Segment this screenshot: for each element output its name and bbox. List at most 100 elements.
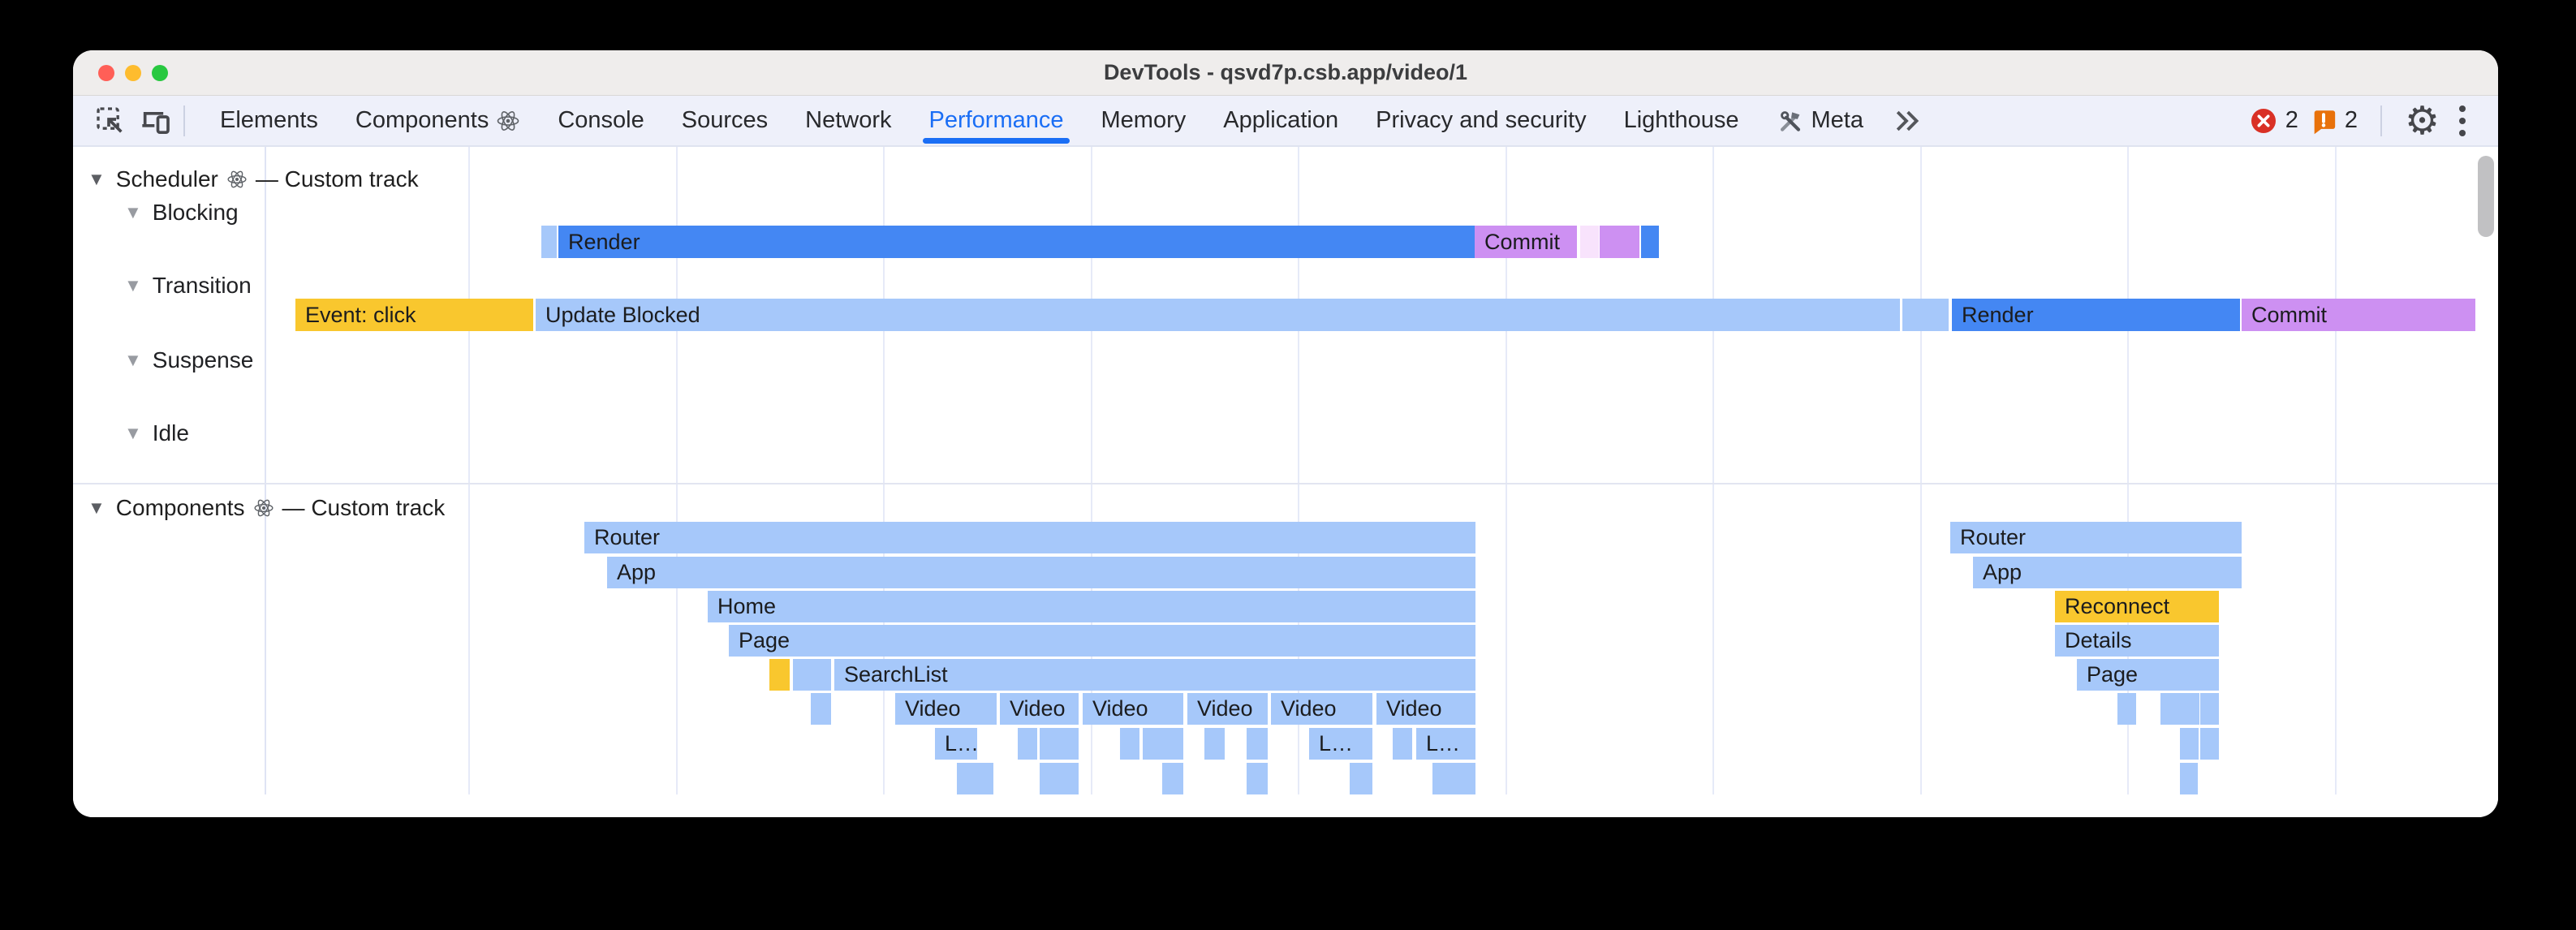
minimize-button[interactable] xyxy=(125,64,141,81)
flame-bar[interactable] xyxy=(957,763,993,794)
more-tabs-button[interactable] xyxy=(1890,105,1923,137)
gridline xyxy=(676,147,678,794)
tab-application[interactable]: Application xyxy=(1204,96,1357,145)
flame-bar[interactable] xyxy=(2180,763,2198,794)
row-label-idle[interactable]: ▼ Idle xyxy=(124,420,189,446)
devtools-window: DevTools - qsvd7p.csb.app/video/1 Elemen… xyxy=(73,50,2498,817)
device-toolbar-button[interactable] xyxy=(140,105,172,137)
vertical-scrollbar-thumb[interactable] xyxy=(2478,156,2494,237)
tab-elements[interactable]: Elements xyxy=(201,96,337,145)
row-label-text: Blocking xyxy=(152,200,239,225)
tab-console[interactable]: Console xyxy=(539,96,662,145)
tab-lighthouse[interactable]: Lighthouse xyxy=(1605,96,1758,145)
flame-bar[interactable]: App xyxy=(607,557,1475,588)
settings-button[interactable]: ⚙ xyxy=(2405,101,2440,140)
tab-memory[interactable]: Memory xyxy=(1083,96,1205,145)
flame-bar[interactable] xyxy=(1204,728,1225,760)
flame-bar[interactable]: SearchList xyxy=(834,659,1475,691)
flame-bar[interactable]: Commit xyxy=(1475,226,1577,258)
tab-privacy-and-security[interactable]: Privacy and security xyxy=(1357,96,1605,145)
more-options-button[interactable] xyxy=(2451,105,2474,136)
flame-bar[interactable]: Router xyxy=(1950,522,2242,553)
flame-bar[interactable] xyxy=(1018,728,1037,760)
flame-bar[interactable] xyxy=(1040,763,1079,794)
flame-bar[interactable]: Video xyxy=(1187,693,1268,725)
tab-label: Meta xyxy=(1811,107,1863,133)
flame-bar[interactable] xyxy=(811,693,831,725)
flame-bar[interactable]: L… xyxy=(1416,728,1475,760)
console-warnings-badge[interactable]: 2 xyxy=(2310,107,2358,135)
flame-bar[interactable]: Video xyxy=(895,693,997,725)
flame-bar[interactable] xyxy=(2200,728,2219,760)
gridline xyxy=(2335,147,2337,794)
row-label-transition[interactable]: ▼ Transition xyxy=(124,273,252,299)
flame-bar[interactable]: App xyxy=(1973,557,2242,588)
flame-bar[interactable]: Commit xyxy=(2242,299,2475,331)
gridline xyxy=(2127,147,2129,794)
tab-label: Elements xyxy=(220,107,318,133)
performance-timeline: ▼ Scheduler — Custom track ▼ Blocking Render… xyxy=(73,147,2498,817)
flame-bar[interactable]: Event: click xyxy=(295,299,533,331)
close-button[interactable] xyxy=(98,64,114,81)
flame-bar[interactable] xyxy=(1600,226,1639,258)
flame-bar[interactable] xyxy=(2200,693,2219,725)
flame-bar[interactable] xyxy=(541,226,557,258)
flame-bar[interactable]: Router xyxy=(584,522,1475,553)
tab-label: Performance xyxy=(928,107,1064,133)
tab-network[interactable]: Network xyxy=(786,96,910,145)
track-header-scheduler[interactable]: ▼ Scheduler — Custom track xyxy=(88,166,419,192)
row-label-suspense[interactable]: ▼ Suspense xyxy=(124,347,253,373)
row-label-blocking[interactable]: ▼ Blocking xyxy=(124,200,239,226)
flame-bar[interactable] xyxy=(793,659,831,691)
flame-bar[interactable]: Video xyxy=(1376,693,1475,725)
tab-meta[interactable]: Meta xyxy=(1758,96,1882,145)
flame-bar[interactable] xyxy=(1350,763,1372,794)
flame-bar[interactable]: L… xyxy=(935,728,977,760)
flame-bar[interactable]: Page xyxy=(2077,659,2219,691)
flame-bar[interactable] xyxy=(2117,693,2136,725)
flame-bar[interactable] xyxy=(1641,226,1659,258)
flame-bar[interactable]: Reconnect xyxy=(2055,591,2219,622)
flame-bar[interactable] xyxy=(1162,763,1183,794)
tab-sources[interactable]: Sources xyxy=(663,96,786,145)
flame-bar[interactable] xyxy=(1432,763,1475,794)
tab-components[interactable]: Components xyxy=(337,96,539,145)
flame-bar[interactable]: Home xyxy=(708,591,1475,622)
track-header-components[interactable]: ▼ Components — Custom track xyxy=(88,495,445,521)
react-icon xyxy=(227,170,247,188)
flame-bar[interactable] xyxy=(1247,728,1268,760)
kebab-dot xyxy=(2459,129,2466,136)
flame-bar[interactable] xyxy=(1143,728,1183,760)
row-label-text: Transition xyxy=(152,273,252,298)
gridline xyxy=(883,147,885,794)
flame-bar[interactable] xyxy=(1040,728,1079,760)
tab-label: Lighthouse xyxy=(1623,107,1739,133)
flame-bar[interactable] xyxy=(2180,728,2199,760)
flame-bar[interactable] xyxy=(1120,728,1139,760)
error-icon xyxy=(2251,108,2276,133)
zoom-button[interactable] xyxy=(152,64,168,81)
row-label-text: Idle xyxy=(152,420,189,446)
flame-bar[interactable]: Update Blocked xyxy=(536,299,1900,331)
flame-bar[interactable] xyxy=(769,659,790,691)
flame-bar[interactable]: Render xyxy=(1952,299,2240,331)
flame-bar[interactable]: Video xyxy=(1000,693,1079,725)
flame-bar[interactable]: Page xyxy=(729,625,1475,657)
flame-bar[interactable]: Details xyxy=(2055,625,2219,657)
warning-count: 2 xyxy=(2344,107,2358,133)
flame-bar[interactable] xyxy=(1393,728,1412,760)
console-errors-badge[interactable]: 2 xyxy=(2249,106,2298,136)
device-toolbar-icon xyxy=(142,111,170,134)
tab-performance[interactable]: Performance xyxy=(910,96,1082,145)
kebab-dot xyxy=(2459,117,2466,124)
track-suffix: — Custom track xyxy=(282,495,446,520)
flame-bar[interactable] xyxy=(1902,299,1949,331)
flame-bar[interactable]: L… xyxy=(1309,728,1372,760)
flame-bar[interactable]: Video xyxy=(1271,693,1372,725)
flame-bar[interactable] xyxy=(1247,763,1268,794)
flame-bar[interactable] xyxy=(2160,693,2199,725)
flame-bar[interactable] xyxy=(1580,226,1599,258)
flame-bar[interactable]: Render xyxy=(558,226,1475,258)
inspect-element-button[interactable] xyxy=(94,105,127,137)
flame-bar[interactable]: Video xyxy=(1083,693,1183,725)
